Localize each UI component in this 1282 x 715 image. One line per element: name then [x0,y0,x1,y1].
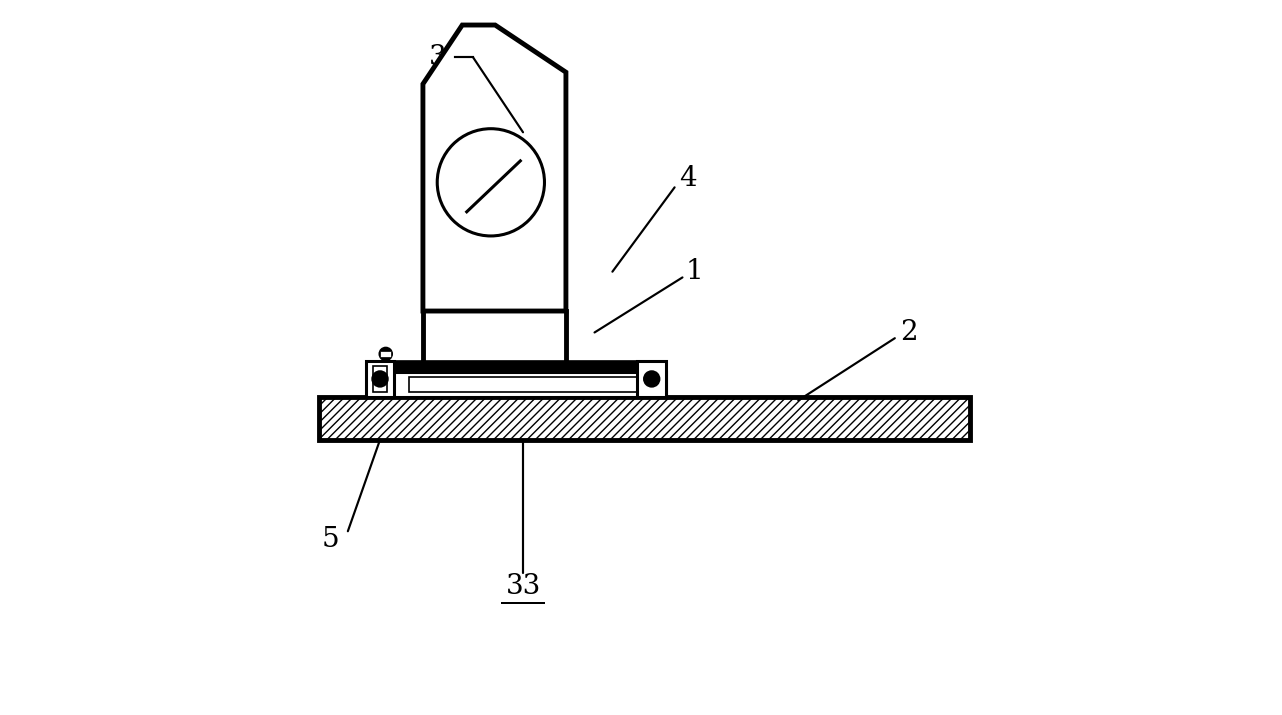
Bar [379,361,667,372]
Text: 3: 3 [428,44,446,71]
Circle shape [437,129,545,236]
Text: 5: 5 [322,526,338,553]
Bar [379,372,667,397]
Bar [319,397,970,440]
Text: 1: 1 [686,258,704,285]
Bar [379,351,391,357]
Circle shape [372,371,388,387]
Bar [409,377,637,392]
Bar [319,397,970,440]
Circle shape [379,347,392,360]
Polygon shape [423,25,565,311]
Bar [373,366,387,392]
Text: 4: 4 [678,165,696,192]
Bar [365,361,395,397]
Bar [637,361,667,397]
Circle shape [644,371,660,387]
Text: 2: 2 [900,319,918,346]
Text: 33: 33 [505,573,541,600]
